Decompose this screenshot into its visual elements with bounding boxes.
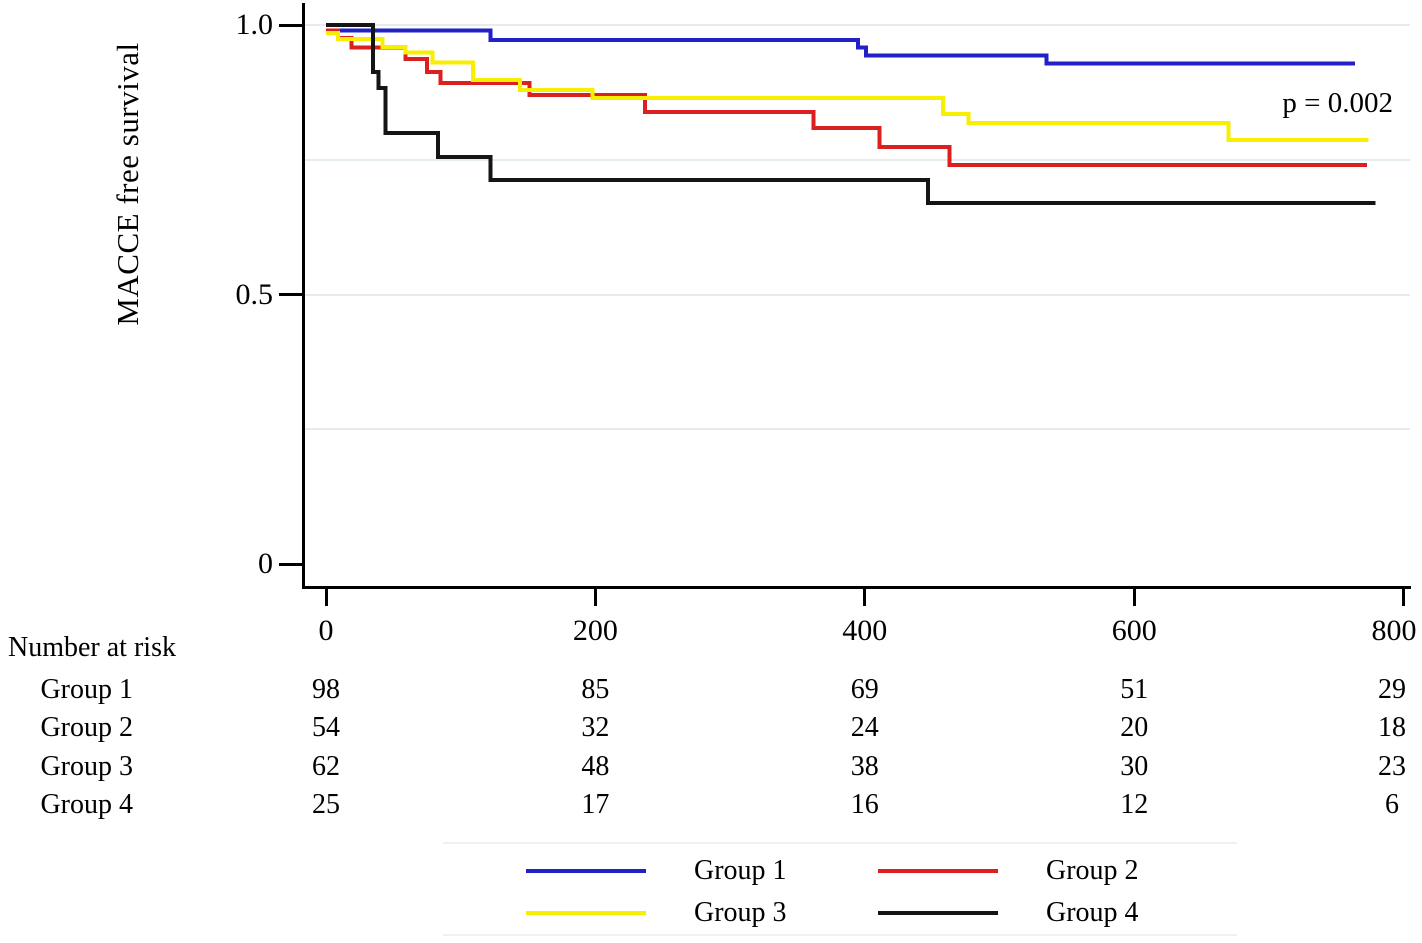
survival-curve-group-1: [326, 28, 1356, 66]
legend-line-swatch: [878, 869, 998, 873]
risk-count-cell: 23: [1378, 750, 1406, 782]
legend-item-group-3: Group 3: [526, 898, 787, 928]
gridline: [305, 428, 1410, 431]
x-tick-mark: [324, 588, 328, 606]
y-tick-mark: [279, 293, 303, 296]
legend-item-group-4: Group 4: [878, 898, 1139, 928]
risk-row-label: Group 4: [40, 788, 133, 820]
x-tick-label: 800: [1371, 614, 1417, 647]
x-tick-mark: [1132, 588, 1136, 606]
y-axis-title: MACCE free survival: [110, 42, 145, 326]
risk-count-cell: 69: [850, 674, 879, 705]
x-tick-mark: [1402, 588, 1406, 606]
risk-count-cell: 54: [312, 712, 340, 744]
legend-label: Group 2: [1046, 855, 1139, 886]
y-tick-mark: [279, 562, 303, 566]
x-tick-label: 400: [842, 614, 888, 647]
legend-label: Group 4: [1046, 897, 1139, 928]
survival-curve-group-2: [326, 28, 1368, 168]
risk-count-cell: 6: [1385, 788, 1399, 820]
risk-count-cell: 98: [312, 674, 340, 705]
legend-box-top: [443, 842, 1237, 844]
legend-item-group-2: Group 2: [878, 856, 1139, 886]
survival-curve-group-4: [326, 23, 1376, 205]
risk-count-cell: 62: [312, 750, 340, 782]
legend-label: Group 1: [694, 855, 787, 886]
legend-line-swatch: [526, 869, 646, 873]
y-tick-label: 0: [258, 547, 273, 580]
risk-count-cell: 48: [581, 750, 610, 782]
risk-row-label: Group 1: [40, 674, 133, 705]
risk-count-cell: 20: [1120, 712, 1149, 744]
y-tick-label: 0.5: [235, 277, 274, 311]
risk-count-cell: 12: [1120, 788, 1149, 820]
legend-line-swatch: [526, 911, 646, 915]
legend-line-swatch: [878, 911, 998, 915]
x-tick-label: 600: [1111, 614, 1157, 647]
risk-count-cell: 85: [581, 674, 610, 705]
legend-label: Group 3: [694, 897, 787, 928]
legend-box-bottom: [443, 934, 1237, 936]
risk-count-cell: 18: [1378, 712, 1406, 744]
x-tick-mark: [593, 588, 597, 606]
x-tick-label: 200: [572, 614, 618, 647]
risk-count-cell: 32: [581, 712, 610, 744]
risk-count-cell: 17: [581, 788, 610, 820]
risk-row-label: Group 2: [40, 712, 133, 744]
risk-table-title: Number at risk: [8, 632, 176, 663]
x-tick-mark: [863, 588, 867, 606]
risk-count-cell: 38: [850, 750, 879, 782]
risk-count-cell: 24: [850, 712, 879, 744]
y-tick-label: 1.0: [235, 8, 274, 41]
risk-row-label: Group 3: [40, 750, 133, 782]
risk-count-cell: 30: [1120, 750, 1149, 782]
x-tick-label: 0: [318, 614, 334, 647]
y-tick-mark: [279, 23, 303, 27]
gridline: [305, 24, 1410, 26]
p-value-annotation: p = 0.002: [1282, 87, 1393, 119]
survival-curve-group-3: [326, 31, 1369, 142]
risk-count-cell: 51: [1120, 674, 1149, 705]
legend-item-group-1: Group 1: [526, 856, 787, 886]
y-axis-line: [302, 3, 305, 588]
risk-count-cell: 16: [850, 788, 879, 820]
risk-count-cell: 25: [312, 788, 340, 820]
x-axis-line: [302, 586, 1411, 589]
gridline: [305, 293, 1410, 296]
gridline: [305, 158, 1410, 161]
risk-count-cell: 29: [1378, 674, 1406, 705]
